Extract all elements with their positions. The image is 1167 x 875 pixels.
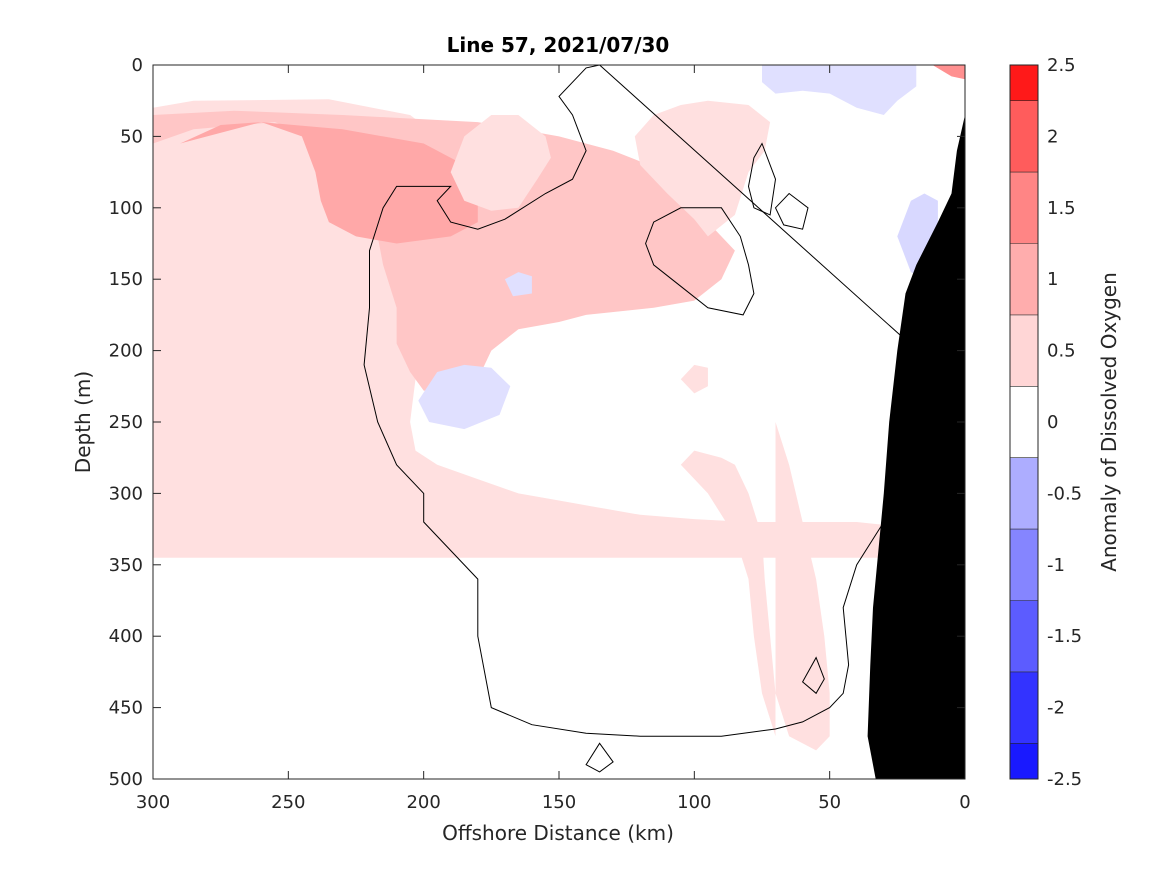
colorbar-swatch — [1010, 386, 1038, 458]
y-tick-label: 100 — [109, 198, 143, 219]
negative-anomaly-surface — [762, 65, 917, 115]
colorbar-swatch — [1010, 172, 1038, 244]
x-tick-label: 200 — [406, 792, 440, 813]
zero-contour-patch-1 — [645, 207, 755, 316]
zero-contours — [363, 65, 965, 773]
seafloor-mask — [867, 115, 965, 779]
colorbar-tick-label: -2 — [1047, 698, 1065, 719]
colorbar-tick-label: -1 — [1047, 555, 1065, 576]
y-tick-label: 400 — [109, 626, 143, 647]
x-tick-label: 100 — [677, 792, 711, 813]
y-tick-label: 500 — [109, 769, 143, 790]
colorbar-swatches — [1010, 65, 1038, 779]
negative-anomaly-small — [504, 272, 532, 297]
zero-contour-patch-4 — [801, 656, 825, 695]
y-tick-label: 250 — [109, 412, 143, 433]
chart-title: Line 57, 2021/07/30 — [447, 33, 670, 57]
positive-anomaly-max — [180, 122, 478, 244]
colorbar-label: Anomaly of Dissolved Oxygen — [1097, 272, 1121, 572]
colorbar: 2.5 2 1.5 1 0.5 0 -0.5 -1 -1.5 -2 -2.5 — [1009, 55, 1082, 790]
colorbar-tick-label: 1.5 — [1047, 198, 1076, 219]
colorbar-swatch — [1010, 100, 1038, 173]
anomaly-regions — [153, 65, 965, 751]
y-tick-label: 450 — [109, 698, 143, 719]
plot-area: 300 250 200 150 100 50 0 050100150200250300350… — [109, 55, 971, 813]
x-tick-label: 0 — [959, 792, 970, 813]
x-tick-label: 300 — [136, 792, 170, 813]
colorbar-swatch — [1010, 314, 1038, 387]
x-axis: 300 250 200 150 100 50 0 — [136, 65, 971, 813]
colorbar-swatch — [1010, 529, 1038, 601]
y-tick-label: 200 — [109, 341, 143, 362]
colorbar-tick-label: -2.5 — [1047, 769, 1082, 790]
colorbar-tick-label: 0.5 — [1047, 341, 1076, 362]
seafloor — [867, 115, 965, 779]
zero-contour-main — [363, 65, 965, 737]
zero-contour-patch-2 — [747, 142, 777, 216]
positive-anomaly-midshelf — [450, 115, 551, 211]
y-tick-label: 150 — [109, 269, 143, 290]
positive-anomaly-small — [680, 364, 708, 394]
colorbar-tick-label: -0.5 — [1047, 483, 1082, 504]
zero-contour-patch-5 — [585, 742, 614, 773]
x-axis-label: Offshore Distance (km) — [442, 821, 674, 845]
positive-anomaly-corner — [932, 65, 965, 80]
y-tick-label: 350 — [109, 555, 143, 576]
zero-contour-patch-3 — [774, 192, 809, 230]
colorbar-swatch — [1010, 600, 1038, 672]
positive-anomaly-inner — [634, 100, 771, 237]
colorbar-tick-label: 1 — [1047, 269, 1058, 290]
colorbar-tick-label: 0 — [1047, 412, 1058, 433]
colorbar-swatch — [1010, 743, 1038, 779]
colorbar-swatch — [1010, 671, 1038, 744]
x-tick-label: 50 — [818, 792, 841, 813]
positive-anomaly-core — [153, 110, 735, 394]
positive-anomaly-deep-column — [680, 422, 830, 751]
y-tick-label: 0 — [132, 55, 143, 76]
negative-anomaly-west — [418, 364, 511, 430]
colorbar-tick-label: -1.5 — [1047, 626, 1082, 647]
colorbar-swatch — [1010, 243, 1038, 315]
y-tick-label: 300 — [109, 483, 143, 504]
x-tick-label: 150 — [542, 792, 576, 813]
y-axis: 0 50 100 150 200 250 300 350 400 450 500 — [109, 55, 965, 790]
colorbar-ticks: 2.5 2 1.5 1 0.5 0 -0.5 -1 -1.5 -2 -2.5 — [1047, 55, 1082, 790]
colorbar-tick-label: 2.5 — [1047, 55, 1076, 76]
colorbar-tick-label: 2 — [1047, 126, 1058, 147]
x-tick-label: 250 — [271, 792, 305, 813]
y-tick-label: 50 — [120, 126, 143, 147]
y-axis-label: Depth (m) — [71, 371, 95, 473]
colorbar-swatch — [1010, 457, 1038, 530]
colorbar-swatch — [1010, 65, 1038, 101]
colorbar-frame — [1009, 64, 1039, 780]
